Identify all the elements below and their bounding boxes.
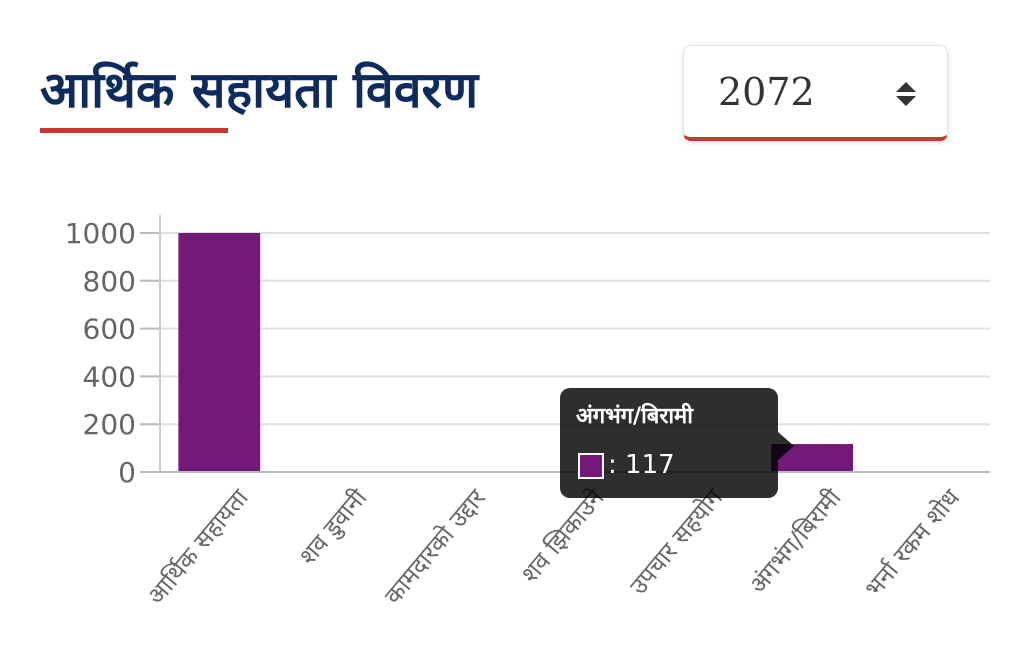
x-tick-label: शव डुवानी — [294, 483, 374, 571]
tooltip-swatch — [578, 453, 604, 479]
x-tick-label: कामदारको उद्दार — [379, 483, 492, 610]
y-tick-label: 800 — [83, 265, 136, 298]
tooltip-value: : 117 — [608, 450, 675, 480]
y-tick-label: 1000 — [65, 217, 136, 250]
title-underline — [40, 128, 228, 133]
tooltip-arrow — [778, 432, 794, 460]
x-tick-label: भर्ना रकम शोध — [859, 483, 966, 603]
y-tick-label: 600 — [83, 313, 136, 346]
bar-chart: 0 200 400 600 800 1000 आर्थिक सहायता शव डुवानी क… — [65, 215, 990, 610]
sort-arrows-icon — [896, 82, 916, 106]
page-title: आर्थिक सहायता विवरण — [40, 61, 479, 119]
y-tick-label: 200 — [83, 408, 136, 441]
y-tick-label: 400 — [83, 360, 136, 393]
x-tick-label: शव झिकाउने — [516, 483, 610, 588]
chart-area: 0 200 400 600 800 1000 आर्थिक सहायता शव डुवानी क… — [0, 180, 1024, 672]
x-tick-label: अंगभंग/बिरामी — [744, 483, 847, 599]
year-select-value: 2072 — [718, 70, 815, 114]
x-tick-label: आर्थिक सहायता — [142, 483, 255, 610]
y-tick-label: 0 — [118, 456, 136, 489]
bar — [178, 233, 261, 472]
x-tick-label: उपचार सहयोग — [624, 483, 728, 600]
chart-tooltip: अंगभंग/बिरामी : 117 — [560, 388, 794, 498]
year-select[interactable]: 2072 — [683, 45, 948, 141]
tooltip-title: अंगभंग/बिरामी — [576, 404, 693, 429]
